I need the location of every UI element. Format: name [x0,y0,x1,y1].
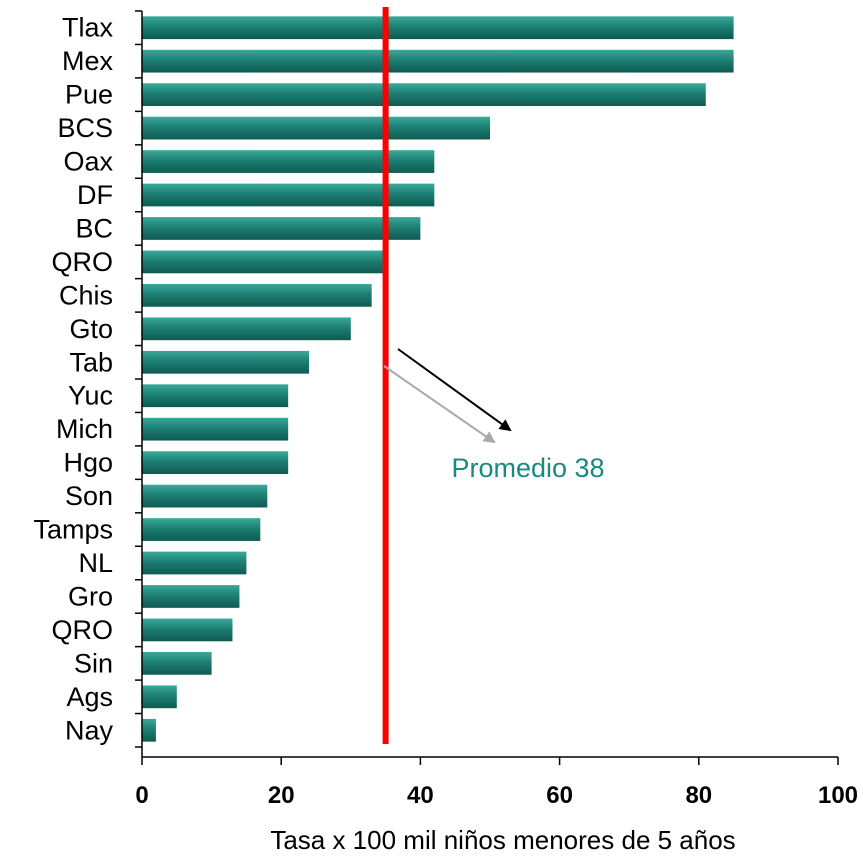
category-label: QRO [51,615,113,645]
bar [142,651,212,675]
bar [142,283,372,307]
bar [142,49,734,73]
x-ticks: 0 20 40 60 80 100 [135,757,858,809]
category-label: Mex [62,46,114,76]
annotation-group: Promedio 38 [383,348,605,483]
category-label: BC [75,213,113,243]
bar [142,83,706,107]
category-label: Son [65,481,113,511]
annotation-label: Promedio 38 [451,453,604,483]
bar [142,618,233,642]
category-label: Hgo [63,448,113,478]
x-axis-title: Tasa x 100 mil niños menores de 5 años [270,825,735,855]
category-label: Ags [66,682,113,712]
bar [142,718,156,742]
bar [142,217,421,240]
category-label: Mich [56,414,113,444]
bar [142,518,261,541]
bar [142,116,490,140]
bar [142,183,435,207]
x-tick-label: 60 [546,782,573,809]
category-label: NL [78,548,113,578]
bar [142,484,268,508]
category-label: Tlax [62,13,114,43]
bars-group [142,16,734,742]
category-label: Tamps [33,515,113,545]
bar [142,350,310,374]
bar [142,585,240,608]
category-label: Gro [68,581,113,611]
bar [142,384,289,408]
bar [142,16,734,40]
category-label: BCS [57,113,113,143]
category-label: Yuc [68,381,113,411]
x-tick-label: 80 [685,782,712,809]
annotation-arrow-black [397,348,512,432]
bar [142,551,247,575]
category-label: QRO [51,247,113,277]
category-label: Pue [65,80,113,110]
category-label: Gto [69,314,113,344]
category-label: DF [77,180,113,210]
bar [142,417,289,441]
annotation-arrow-gray [383,365,496,444]
x-tick-label: 100 [818,782,858,809]
x-tick-label: 40 [407,782,434,809]
bar [142,317,351,341]
bar [142,250,386,274]
x-tick-label: 0 [135,782,148,809]
category-label: Oax [63,147,113,177]
category-label: Chis [59,280,113,310]
x-tick-label: 20 [268,782,295,809]
category-labels: TlaxMexPueBCSOaxDFBCQROChisGtoTabYucMich… [33,13,113,746]
category-label: Nay [65,715,114,745]
category-label: Tab [69,347,113,377]
axes [135,10,838,758]
category-label: Sin [74,648,113,678]
bar [142,150,435,173]
bar [142,451,289,475]
bar [142,685,177,709]
